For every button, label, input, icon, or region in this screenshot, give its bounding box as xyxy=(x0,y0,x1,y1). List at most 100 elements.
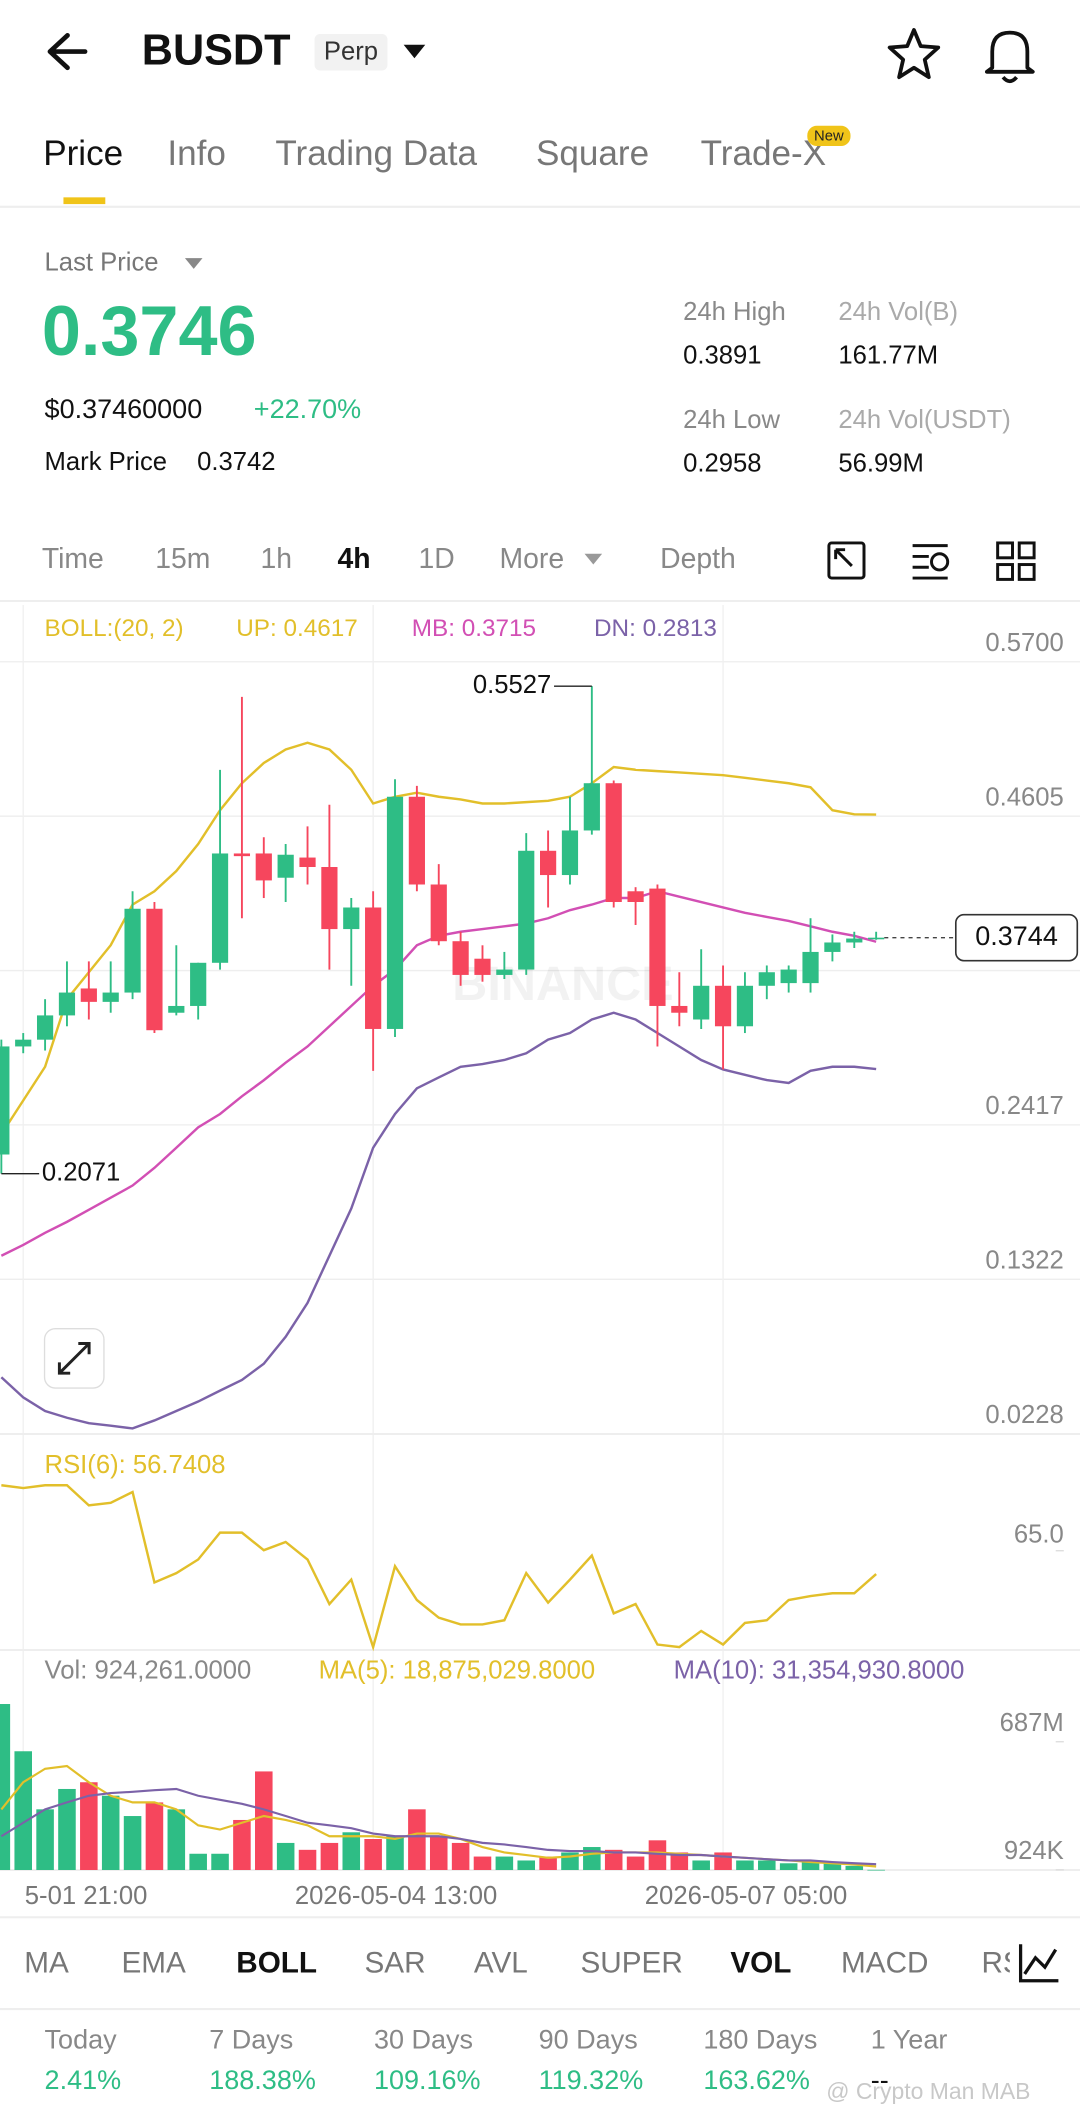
last-price: 0.3746 xyxy=(42,291,257,370)
last-price-box xyxy=(954,913,1079,962)
tab[interactable]: Square xyxy=(536,134,649,173)
volume-bar xyxy=(80,1782,98,1870)
credit: @ Crypto Man MAB xyxy=(826,2078,1030,2104)
candle-body xyxy=(36,1015,54,1040)
last-price-dropdown[interactable] xyxy=(184,258,203,269)
tab[interactable]: Trade-X xyxy=(701,134,826,173)
new-badge-bg xyxy=(807,125,851,147)
new-badge: New xyxy=(814,129,844,145)
stat-label: 24h High xyxy=(683,298,786,326)
tool-grid-c xyxy=(996,563,1014,581)
volume-bar xyxy=(0,1704,11,1870)
interval[interactable]: Depth xyxy=(660,543,736,575)
indicator-tab[interactable]: VOL xyxy=(730,1946,791,1979)
stat-label: 24h Vol(USDT) xyxy=(838,406,1010,434)
candle-body xyxy=(518,850,535,970)
candle-body xyxy=(605,783,622,902)
x-tick-label: 5-01 21:00 xyxy=(25,1882,148,1910)
badge-bg xyxy=(314,34,388,71)
indicator-settings[interactable] xyxy=(1018,1944,1059,1983)
volume-bar xyxy=(58,1788,76,1870)
stat-value: 0.2958 xyxy=(683,449,761,477)
candle-body xyxy=(868,937,885,940)
candle-body xyxy=(452,941,469,975)
y-tick-label: 0.2417 xyxy=(985,1092,1063,1120)
candle-body xyxy=(583,783,600,831)
volume-bar xyxy=(670,1852,689,1870)
boll-line xyxy=(0,1011,877,1430)
tool-fullscreen[interactable] xyxy=(827,541,866,580)
usd-price: $0.37460000 xyxy=(45,394,203,424)
period-return: 2.41% xyxy=(45,2065,122,2095)
volume-bar xyxy=(276,1842,295,1870)
indicator-tab[interactable]: SAR xyxy=(365,1946,426,1979)
favorite-button[interactable] xyxy=(887,28,941,80)
period-return: 109.16% xyxy=(374,2065,481,2095)
candle-body xyxy=(693,985,710,1020)
candle-body xyxy=(758,972,775,986)
indicator-tab[interactable]: EMA xyxy=(122,1946,187,1979)
candle-body xyxy=(540,850,557,876)
candle-body xyxy=(124,908,141,993)
volume-bar xyxy=(758,1860,776,1870)
candle-body xyxy=(824,942,841,952)
y-tick-label: 0.1322 xyxy=(985,1247,1063,1275)
volume-bar xyxy=(233,1819,251,1870)
volume-bar xyxy=(451,1842,470,1870)
candle-body xyxy=(299,857,316,868)
candle-body xyxy=(780,969,797,984)
candle-body xyxy=(561,830,579,876)
back-button[interactable] xyxy=(47,32,88,71)
volume-ma-label: MA(5): 18,875,029.8000 xyxy=(319,1656,596,1684)
period-label: Today xyxy=(45,2025,118,2055)
volume-bar xyxy=(736,1860,754,1870)
volume-bar xyxy=(495,1856,514,1870)
volume-bar xyxy=(801,1860,820,1870)
y-tick-label: 0.5700 xyxy=(985,629,1063,657)
volume-bar xyxy=(517,1860,536,1870)
interval[interactable]: Time xyxy=(42,543,104,575)
period-label: 1 Year xyxy=(871,2025,948,2055)
y-tick-label: 0.0228 xyxy=(985,1401,1063,1429)
tool-settings[interactable] xyxy=(912,544,948,580)
volume-bar xyxy=(626,1856,645,1870)
volume-bar xyxy=(779,1863,798,1870)
interval[interactable]: More xyxy=(500,543,565,575)
volume-bar xyxy=(364,1839,382,1870)
candle-body xyxy=(146,908,163,1031)
low-label: 0.2071 xyxy=(42,1158,120,1186)
tab[interactable]: Trading Data xyxy=(275,134,477,173)
candle-body xyxy=(430,884,447,942)
legend-entry: UP: 0.4617 xyxy=(236,615,358,642)
indicator-tab[interactable]: MACD xyxy=(841,1946,928,1979)
indicator-tab[interactable]: AVL xyxy=(474,1946,528,1979)
interval[interactable]: 1h xyxy=(261,543,293,575)
period-return: 188.38% xyxy=(209,2065,316,2095)
indicator-tab[interactable]: BOLL xyxy=(236,1946,317,1979)
price-change: +22.70% xyxy=(254,394,361,424)
indicator-tab[interactable]: MA xyxy=(24,1946,69,1979)
more-dropdown[interactable] xyxy=(584,553,603,565)
rsi-label: RSI(6): 56.7408 xyxy=(45,1451,226,1479)
indicator-tab[interactable]: SUPER xyxy=(581,1946,683,1979)
symbol-dropdown[interactable] xyxy=(403,44,426,59)
alert-button[interactable] xyxy=(984,30,1035,84)
candle-body xyxy=(496,969,513,975)
candle-body xyxy=(474,958,491,975)
tab[interactable]: Price xyxy=(43,134,123,173)
candle-body xyxy=(671,1005,688,1013)
candle-body xyxy=(233,853,251,857)
period-label: 30 Days xyxy=(374,2025,473,2055)
boll-line xyxy=(0,741,877,1135)
tool-grid-a[interactable] xyxy=(996,541,1014,560)
interval[interactable]: 1D xyxy=(419,543,455,575)
period-label: 180 Days xyxy=(703,2025,817,2055)
indicator-label: BOLL:(20, 2) xyxy=(45,615,184,642)
interval[interactable]: 15m xyxy=(155,543,210,575)
period-return: 163.62% xyxy=(703,2065,810,2095)
interval[interactable]: 4h xyxy=(337,543,370,575)
mark-price: 0.3742 xyxy=(197,448,275,476)
tool-fullscreen-icon xyxy=(834,548,853,567)
tab[interactable]: Info xyxy=(167,134,226,173)
